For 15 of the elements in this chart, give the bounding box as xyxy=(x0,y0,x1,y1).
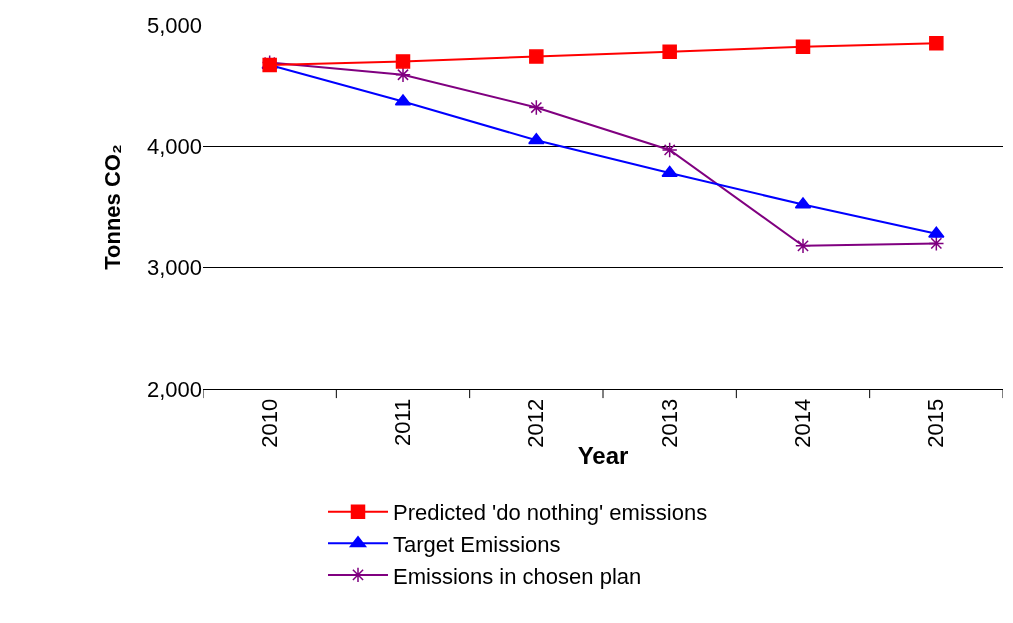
y-tick-label: 4,000 xyxy=(146,134,202,160)
legend-label: Target Emissions xyxy=(393,531,561,557)
x-tick-label: 2011 xyxy=(390,398,416,447)
x-axis-title: Year xyxy=(577,442,629,470)
x-tick-label: 2010 xyxy=(256,398,282,448)
legend-label: Emissions in chosen plan xyxy=(393,563,642,589)
x-tick-label: 2012 xyxy=(523,398,549,448)
legend-label: Predicted 'do nothing' emissions xyxy=(393,500,708,526)
x-tick-label: 2013 xyxy=(656,398,682,448)
x-tick-label: 2015 xyxy=(923,398,949,448)
x-tick-label: 2014 xyxy=(790,398,816,448)
y-tick-label: 3,000 xyxy=(146,255,202,281)
y-axis-title: Tonnes CO₂ xyxy=(99,144,125,270)
y-tick-label: 5,000 xyxy=(146,12,202,38)
y-tick-label: 2,000 xyxy=(146,376,202,402)
